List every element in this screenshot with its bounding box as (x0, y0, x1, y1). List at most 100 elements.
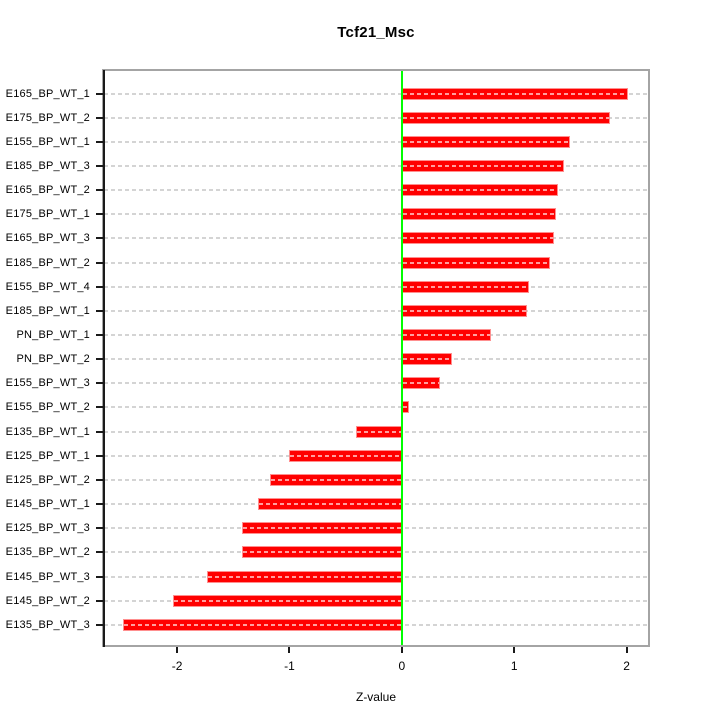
bar-E145_BP_WT_2 (172, 594, 402, 607)
bar-E125_BP_WT_2 (270, 473, 402, 486)
x-tick (400, 647, 403, 653)
y-tick (96, 623, 103, 626)
bar-E185_BP_WT_3 (401, 159, 564, 172)
y-axis-line (103, 70, 105, 647)
bar-E155_BP_WT_4 (401, 280, 529, 293)
y-label-E165_BP_WT_3: E165_BP_WT_3 (5, 232, 90, 245)
bar-E125_BP_WT_1 (289, 449, 402, 462)
y-tick (96, 503, 103, 506)
y-tick (96, 358, 103, 361)
plot-area (102, 69, 650, 647)
y-label-E125_BP_WT_1: E125_BP_WT_1 (5, 449, 90, 462)
bar-E155_BP_WT_1 (401, 135, 571, 148)
bar-E155_BP_WT_2 (401, 401, 409, 414)
bar-E145_BP_WT_1 (257, 498, 402, 511)
y-tick (96, 140, 103, 143)
bar-E145_BP_WT_3 (207, 570, 402, 583)
y-tick (96, 213, 103, 216)
gridline (104, 213, 648, 216)
gridline (104, 334, 648, 336)
y-tick (96, 309, 103, 312)
bar-E175_BP_WT_2 (401, 111, 610, 124)
y-tick (96, 334, 103, 336)
bar-E185_BP_WT_1 (401, 304, 527, 317)
y-tick (96, 237, 103, 240)
bar-E165_BP_WT_2 (401, 184, 559, 197)
x-tick-label-2: 2 (623, 659, 630, 673)
y-tick (96, 454, 103, 457)
x-tick-label--2: -2 (171, 659, 183, 673)
x-tick (625, 647, 628, 653)
bar-E175_BP_WT_1 (401, 208, 556, 221)
y-label-PN_BP_WT_1: PN_BP_WT_1 (16, 329, 90, 341)
gridline (104, 164, 648, 167)
y-label-E175_BP_WT_1: E175_BP_WT_1 (5, 208, 90, 221)
gridline (104, 116, 648, 119)
gridline (104, 237, 648, 240)
x-axis-title: Z-value (355, 690, 396, 704)
y-tick (96, 478, 103, 481)
y-label-E155_BP_WT_2: E155_BP_WT_2 (5, 401, 90, 414)
gridline (104, 189, 648, 192)
bar-E135_BP_WT_1 (355, 425, 402, 438)
y-tick (96, 575, 103, 578)
gridline (104, 358, 648, 361)
y-label-E135_BP_WT_2: E135_BP_WT_2 (5, 546, 90, 559)
y-label-E185_BP_WT_1: E185_BP_WT_1 (5, 304, 90, 317)
gridline (104, 309, 648, 312)
y-label-E145_BP_WT_1: E145_BP_WT_1 (5, 498, 90, 511)
y-label-E165_BP_WT_2: E165_BP_WT_2 (5, 184, 90, 197)
y-label-E155_BP_WT_1: E155_BP_WT_1 (5, 135, 90, 148)
x-tick (513, 647, 516, 653)
gridline (104, 140, 648, 143)
x-tick-label--1: -1 (284, 659, 295, 673)
y-tick (96, 164, 103, 167)
x-tick-label-0: 0 (398, 659, 406, 673)
y-tick (96, 285, 103, 288)
x-tick-label-1: 1 (510, 659, 518, 673)
y-tick (96, 599, 103, 602)
bar-PN_BP_WT_1 (401, 329, 491, 341)
bar-E135_BP_WT_2 (242, 546, 402, 559)
bar-E135_BP_WT_3 (123, 618, 402, 631)
x-tick (176, 647, 179, 653)
y-label-E155_BP_WT_3: E155_BP_WT_3 (5, 377, 90, 390)
gridline (104, 92, 648, 95)
gridline (104, 382, 648, 385)
gridline (104, 406, 648, 409)
y-label-E145_BP_WT_2: E145_BP_WT_2 (5, 594, 90, 607)
y-label-E135_BP_WT_1: E135_BP_WT_1 (5, 425, 90, 438)
y-tick (96, 527, 103, 530)
y-tick (96, 551, 103, 554)
bar-E185_BP_WT_2 (401, 256, 551, 269)
y-label-E125_BP_WT_2: E125_BP_WT_2 (5, 473, 90, 486)
y-tick (96, 430, 103, 433)
plot-inner (104, 71, 648, 645)
y-label-E175_BP_WT_2: E175_BP_WT_2 (5, 111, 90, 124)
y-label-E135_BP_WT_3: E135_BP_WT_3 (5, 618, 90, 631)
chart-title: Tcf21_Msc (337, 24, 415, 41)
y-label-E145_BP_WT_3: E145_BP_WT_3 (5, 570, 90, 583)
x-tick (288, 647, 291, 653)
y-label-E125_BP_WT_3: E125_BP_WT_3 (5, 522, 90, 535)
y-label-E165_BP_WT_1: E165_BP_WT_1 (5, 87, 90, 100)
gridline (104, 261, 648, 264)
y-tick (96, 406, 103, 409)
zero-line (400, 71, 403, 645)
y-tick (96, 116, 103, 119)
y-tick (96, 382, 103, 385)
gridline (104, 285, 648, 288)
y-tick (96, 92, 103, 95)
y-tick (96, 261, 103, 264)
y-label-PN_BP_WT_2: PN_BP_WT_2 (16, 353, 90, 366)
y-label-E185_BP_WT_2: E185_BP_WT_2 (5, 256, 90, 269)
bar-PN_BP_WT_2 (401, 353, 453, 366)
y-label-E155_BP_WT_4: E155_BP_WT_4 (5, 280, 90, 293)
bar-E125_BP_WT_3 (242, 522, 402, 535)
bar-E165_BP_WT_1 (401, 87, 628, 100)
bar-E165_BP_WT_3 (401, 232, 554, 245)
y-tick (96, 189, 103, 192)
y-label-E185_BP_WT_3: E185_BP_WT_3 (5, 159, 90, 172)
bar-E155_BP_WT_3 (401, 377, 441, 390)
